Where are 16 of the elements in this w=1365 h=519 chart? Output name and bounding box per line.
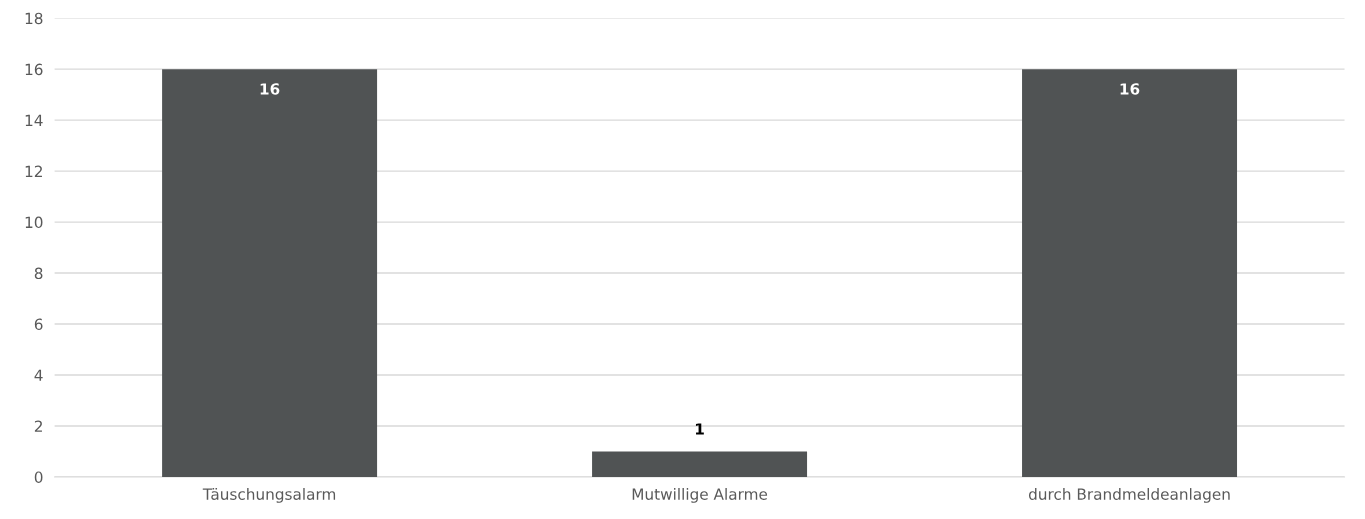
x-tick-label: durch Brandmeldeanlagen: [1028, 488, 1230, 503]
data-label: 1: [695, 423, 704, 435]
x-tick-label: Täuschungsalarm: [202, 488, 336, 503]
data-label: 16: [260, 83, 280, 95]
y-tick-label: 0: [34, 471, 43, 483]
y-tick-label: 16: [25, 63, 43, 76]
y-tick-label: 8: [34, 267, 43, 280]
y-tick-label: 2: [34, 420, 42, 432]
data-label: 16: [1120, 83, 1140, 95]
y-tick-label: 18: [25, 12, 43, 25]
y-tick-label: 12: [25, 165, 42, 177]
y-tick-label: 6: [34, 318, 43, 331]
y-tick-label: 4: [34, 369, 43, 381]
x-tick-label: Mutwillige Alarme: [632, 488, 768, 503]
y-tick-label: 10: [25, 216, 43, 229]
y-tick-label: 14: [25, 114, 43, 126]
